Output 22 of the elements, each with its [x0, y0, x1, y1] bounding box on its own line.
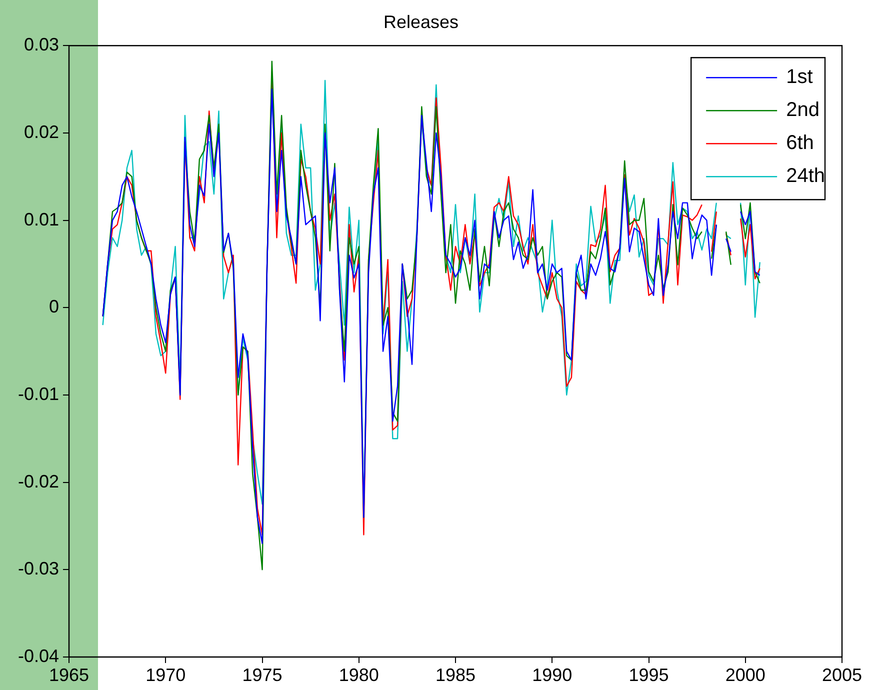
- x-tick-label: 1985: [435, 664, 476, 685]
- legend-label: 2nd: [786, 99, 820, 122]
- x-tick-label: 1980: [338, 664, 379, 685]
- y-tick-label: 0.02: [24, 122, 59, 142]
- legend-label: 6th: [786, 132, 814, 154]
- y-tick-label: -0.03: [18, 558, 59, 579]
- legend-label: 24th: [786, 165, 826, 188]
- x-tick-label: 1990: [532, 664, 572, 685]
- chart-title: Releases: [383, 12, 459, 32]
- y-tick-label: -0.01: [18, 384, 59, 404]
- y-tick-label: 0: [48, 296, 59, 317]
- legend-label: 1st: [786, 66, 814, 88]
- x-tick-label: 1995: [628, 664, 669, 685]
- y-tick-label: -0.02: [18, 471, 59, 492]
- x-tick-label: 1970: [146, 664, 186, 685]
- y-tick-label: -0.04: [18, 646, 59, 666]
- y-tick-label: 0.01: [24, 209, 59, 230]
- x-tick-label: 2000: [725, 664, 766, 685]
- y-tick-label: 0.03: [24, 34, 59, 55]
- x-tick-label: 1965: [48, 664, 90, 685]
- x-tick-label: 2005: [822, 664, 862, 685]
- x-tick-label: 1975: [242, 664, 282, 685]
